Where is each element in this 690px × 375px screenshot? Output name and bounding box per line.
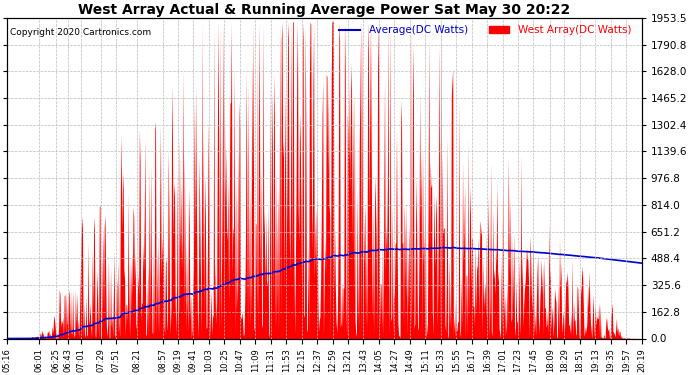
Title: West Array Actual & Running Average Power Sat May 30 20:22: West Array Actual & Running Average Powe… [79, 3, 571, 17]
Legend: Average(DC Watts), West Array(DC Watts): Average(DC Watts), West Array(DC Watts) [335, 21, 635, 39]
Text: Copyright 2020 Cartronics.com: Copyright 2020 Cartronics.com [10, 27, 152, 36]
